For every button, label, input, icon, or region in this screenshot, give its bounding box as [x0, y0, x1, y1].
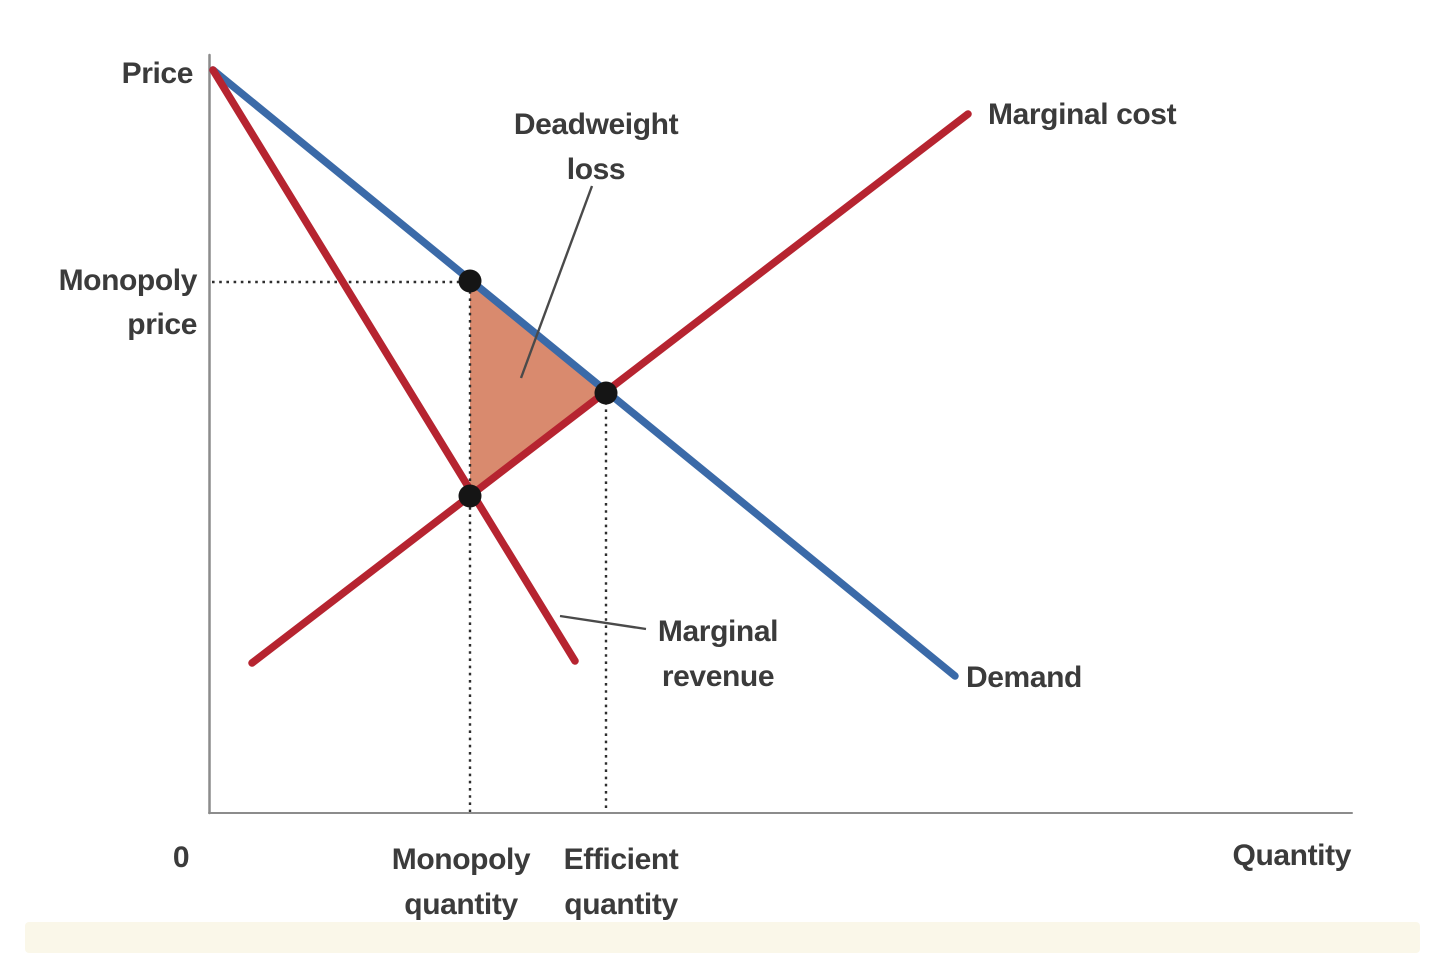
efficient-quantity-label-line2: quantity: [564, 888, 678, 921]
monopoly-price-label-line2: price: [127, 308, 197, 341]
footer-band: [25, 922, 1420, 953]
marginal-revenue-pointer-line: [559, 614, 647, 631]
mr-mc-intersection-dot: [458, 484, 482, 508]
demand-line: [209, 66, 959, 680]
deadweight-loss-label-line2: loss: [567, 153, 625, 186]
price-axis-label: Price: [122, 57, 193, 90]
marginal-revenue-label-line2: revenue: [662, 660, 774, 693]
quantity-axis-label: Quantity: [1233, 839, 1352, 872]
origin-tick-label: 0: [173, 841, 189, 874]
deadweight-loss-label-line1: Deadweight: [514, 108, 679, 141]
demand-label: Demand: [966, 661, 1082, 694]
monopoly-quantity-label-line2: quantity: [404, 888, 518, 921]
marginal-cost-label: Marginal cost: [988, 98, 1177, 131]
monopoly-price-dot: [458, 269, 482, 293]
deadweight-triangle: [470, 281, 606, 496]
monopoly-quantity-label-line1: Monopoly: [392, 843, 531, 876]
marginal-revenue-line: [209, 66, 579, 665]
efficient-quantity-label-line1: Efficient: [564, 843, 679, 876]
deadweight-pointer-line: [519, 185, 594, 379]
monopoly-price-label-line1: Monopoly: [59, 264, 198, 297]
marginal-revenue-label-line1: Marginal: [658, 615, 778, 648]
efficient-quantity-dot: [594, 381, 618, 405]
